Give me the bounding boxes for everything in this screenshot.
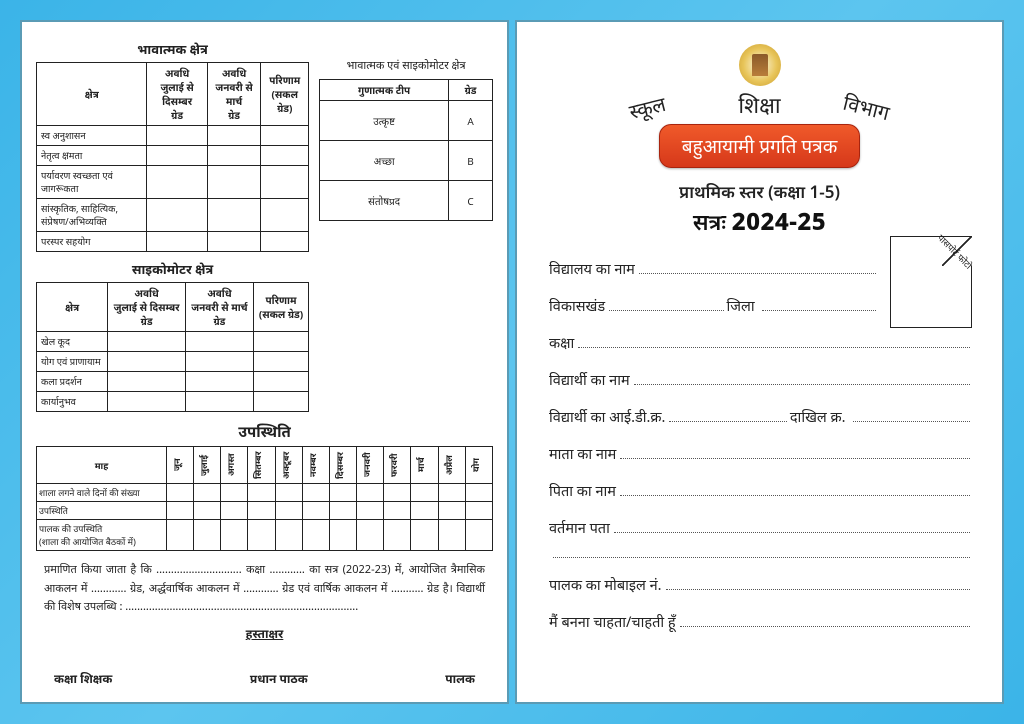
title-banner: बहुआयामी प्रगति पत्रक [659,124,861,168]
signature-row: कक्षा शिक्षक प्रधान पाठक पालक [36,670,493,687]
emotional-title: भावात्मक क्षेत्र [36,40,309,58]
front-page: स्कूल शिक्षा विभाग बहुआयामी प्रगति पत्रक… [515,20,1004,704]
grade-legend-title: भावात्मक एवं साइकोमोटर क्षेत्र [319,58,493,73]
emotional-table: क्षेत्र अवधि जुलाई से दिसम्बर ग्रेड अवधि… [36,62,309,252]
attendance-table: माह जून जुलाई अगस्त सितम्बर अक्टूबर नवम्… [36,446,493,551]
attendance-title: उपस्थिति [36,422,493,442]
sig-head: प्रधान पाठक [250,670,308,687]
psychomotor-title: साइकोमोटर क्षेत्र [36,260,309,278]
field-mother: माता का नाम [549,444,970,464]
field-mobile: पालक का मोबाइल नं. [549,575,970,595]
grade-legend-table: गुणात्मक टीपग्रेड उत्कृष्टA अच्छाB संतोष… [319,79,493,221]
field-father: पिता का नाम [549,481,970,501]
field-student-name: विद्यार्थी का नाम [549,370,970,390]
emblem-icon [739,44,781,86]
psychomotor-table: क्षेत्र अवधि जुलाई से दिसम्बर ग्रेड अवधि… [36,282,309,412]
session-text: सत्रः 2024-25 [531,205,988,238]
sig-teacher: कक्षा शिक्षक [54,670,112,687]
level-text: प्राथमिक स्तर (कक्षा 1-5) [531,180,988,203]
department-name: स्कूल शिक्षा विभाग [531,90,988,118]
field-aim: मैं बनना चाहता/चाहती हूँ [549,612,970,632]
field-id-admit: विद्यार्थी का आई.डी.क्र.दाखिल क्र. [549,407,970,427]
certificate-text: प्रमाणित किया जाता है कि ...............… [36,561,493,617]
student-fields: पासपोर्ट फोटो विद्यालय का नाम विकासखंडजि… [531,238,988,632]
back-page: भावात्मक क्षेत्र क्षेत्र अवधि जुलाई से द… [20,20,509,704]
field-class: कक्षा [549,333,970,353]
signature-heading: हस्ताक्षर [36,625,493,642]
passport-photo-box: पासपोर्ट फोटो [890,236,972,328]
field-address: वर्तमान पता [549,518,970,538]
sig-guardian: पालक [445,670,475,687]
